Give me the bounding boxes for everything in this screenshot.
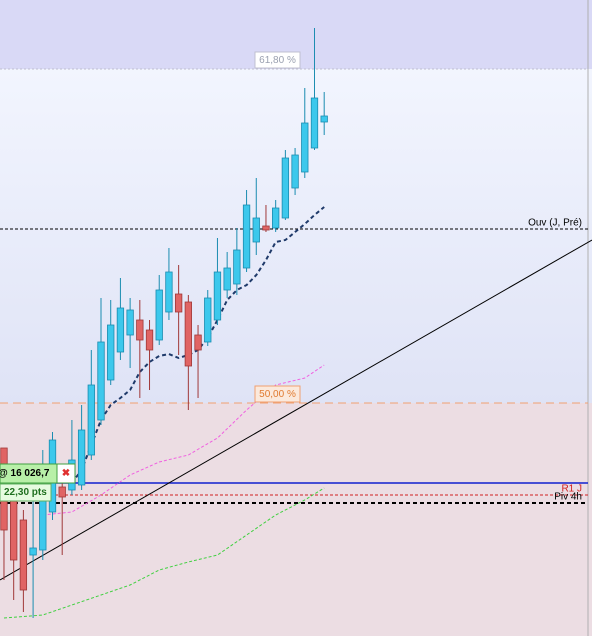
- candle-body: [281, 157, 290, 219]
- candle-body: [262, 225, 270, 231]
- candle-body: [19, 519, 28, 591]
- candle-body: [194, 334, 202, 351]
- candle-body: [204, 297, 212, 343]
- candle-body: [29, 547, 37, 556]
- order-close-button[interactable]: [56, 463, 76, 484]
- level-label: 50,00 %: [259, 389, 296, 400]
- level-label: Ouv (J, Pré): [528, 218, 582, 229]
- trendline: [0, 239, 592, 581]
- candle-body: [242, 204, 251, 269]
- candle-body: [213, 271, 222, 321]
- candle-body: [223, 267, 231, 291]
- level-label-box: [254, 51, 301, 69]
- candle-body: [310, 97, 319, 149]
- level-label: Piv 4h: [554, 492, 582, 503]
- candle-body: [136, 319, 144, 341]
- order-price: @ 16 026,7: [0, 468, 50, 479]
- candle-body: [174, 293, 183, 313]
- candle-body: [58, 486, 66, 498]
- candle-body: [320, 115, 328, 123]
- moving-average: [42, 364, 325, 516]
- candle-body: [97, 341, 105, 421]
- order-distance: 22,30 pts: [4, 487, 47, 498]
- candle-body: [252, 217, 260, 243]
- candle-body: [291, 154, 299, 189]
- candle-body: [155, 289, 163, 341]
- moving-average: [3, 487, 325, 619]
- candle-body: [10, 499, 18, 561]
- zone-bottom: [0, 403, 592, 636]
- candle-body: [87, 384, 95, 456]
- zone-mid: [0, 69, 592, 403]
- candle-body: [184, 301, 192, 367]
- order-close-icon: ✖: [62, 468, 70, 479]
- level-label: 61,80 %: [259, 55, 296, 66]
- candle-body: [116, 307, 125, 353]
- candle-body: [107, 324, 115, 381]
- candle-body: [301, 122, 309, 173]
- candle-body: [145, 329, 154, 351]
- order-distance-box: [0, 483, 52, 502]
- level-label-box: [254, 385, 301, 403]
- level-label: R1 J: [561, 484, 582, 495]
- candle-body: [233, 249, 241, 285]
- candle-body: [77, 429, 86, 486]
- candle-body: [272, 207, 280, 229]
- candle-body: [165, 271, 173, 313]
- candle-body: [126, 309, 134, 336]
